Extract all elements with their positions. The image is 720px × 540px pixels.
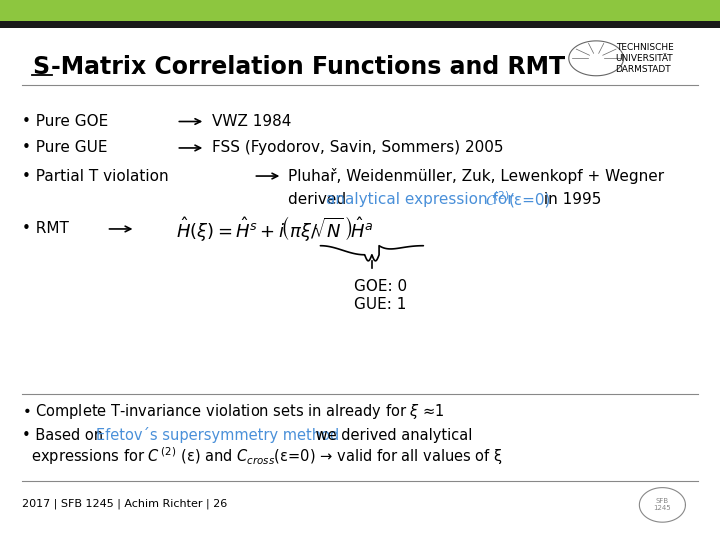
Text: • RMT: • RMT [22,221,68,237]
Text: • Pure GOE: • Pure GOE [22,114,108,129]
Text: GUE: 1: GUE: 1 [354,296,406,312]
Text: FSS (Fyodorov, Savin, Sommers) 2005: FSS (Fyodorov, Savin, Sommers) 2005 [212,140,504,156]
Text: SFB
1245: SFB 1245 [654,498,671,511]
Text: in 1995: in 1995 [539,192,601,207]
Text: • Complete T-invariance violation sets in already for $\xi$ ≈1: • Complete T-invariance violation sets i… [22,402,444,421]
Bar [0,0,720,21]
Text: • Based on: • Based on [22,428,107,443]
Text: • Pure GUE: • Pure GUE [22,140,107,156]
Text: (ε=0): (ε=0) [508,192,551,207]
Text: derived: derived [288,192,351,207]
Text: we derived analytical: we derived analytical [311,428,472,443]
Bar [0,21,720,28]
Text: $\hat{H}(\xi) = \hat{H}^s + i\!\left(\pi\xi/\!\sqrt{N}\,\right)\!\hat{H}^a$: $\hat{H}(\xi) = \hat{H}^s + i\!\left(\pi… [176,214,374,244]
Text: expressions for $C^{\,(2)}$ (ε) and $C_{\mathit{cross}}$(ε=0) → valid for all va: expressions for $C^{\,(2)}$ (ε) and $C_{… [22,446,503,467]
Text: VWZ 1984: VWZ 1984 [212,114,292,129]
Text: $\mathcal{C}^{(2)}$: $\mathcal{C}^{(2)}$ [485,191,510,209]
Text: S: S [32,56,50,79]
Text: GOE: 0: GOE: 0 [354,279,407,294]
Text: -Matrix Correlation Functions and RMT: -Matrix Correlation Functions and RMT [51,56,565,79]
Text: 2017 | SFB 1245 | Achim Richter | 26: 2017 | SFB 1245 | Achim Richter | 26 [22,498,227,509]
Text: analytical expression for: analytical expression for [326,192,518,207]
Text: • Partial T violation: • Partial T violation [22,168,168,184]
Text: Pluhař, Weidenmüller, Zuk, Lewenkopf + Wegner: Pluhař, Weidenmüller, Zuk, Lewenkopf + W… [288,168,664,184]
Text: Efetov´s supersymmetry method: Efetov´s supersymmetry method [96,427,339,443]
Text: TECHNISCHE
UNIVERSITÄT
DARMSTADT: TECHNISCHE UNIVERSITÄT DARMSTADT [616,43,673,74]
